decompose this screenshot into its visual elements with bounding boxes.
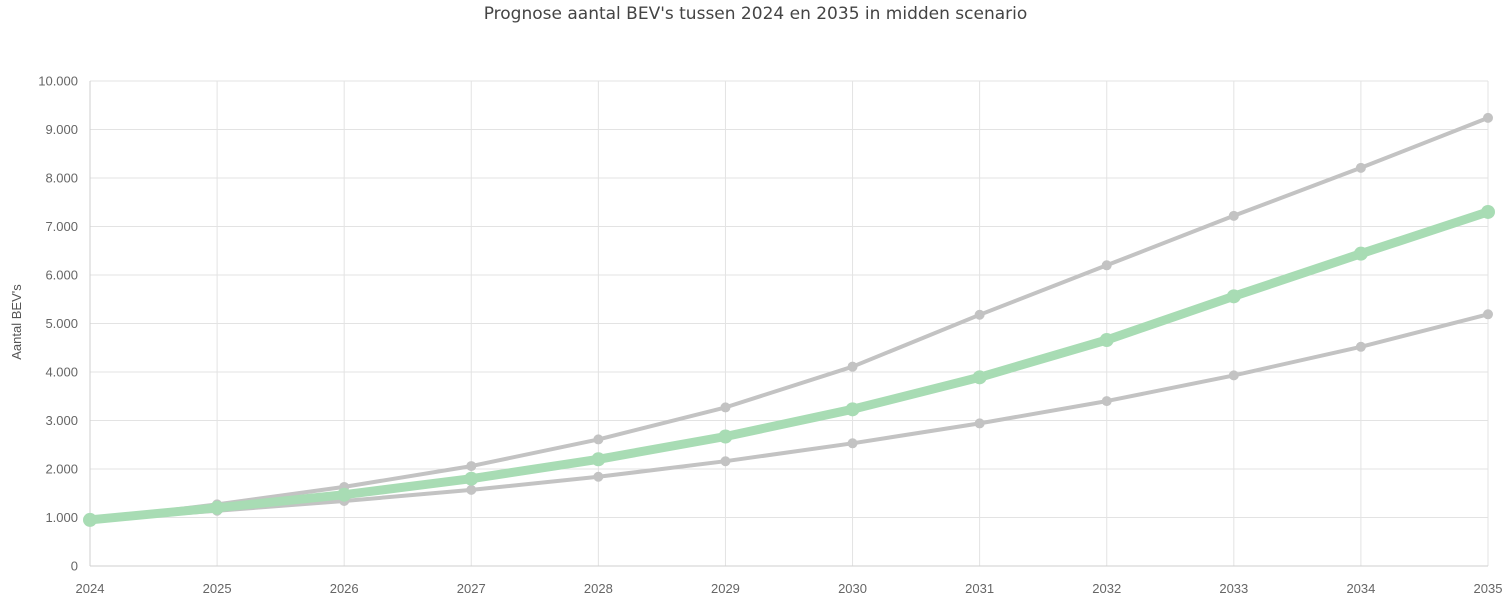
data-point-upper[interactable] [720,402,731,413]
x-tick-label: 2033 [1219,581,1248,596]
y-tick-label: 2.000 [45,462,78,477]
x-tick-label: 2031 [965,581,994,596]
x-tick-label: 2028 [584,581,613,596]
data-point-upper[interactable] [593,434,604,445]
data-point-lower[interactable] [720,456,731,467]
x-tick-label: 2034 [1346,581,1375,596]
data-point-midden[interactable] [845,402,860,417]
y-tick-label: 8.000 [45,171,78,186]
data-point-lower[interactable] [1483,309,1493,320]
y-tick-label: 5.000 [45,316,78,331]
y-axis-title: Aantal BEV's [9,284,24,360]
axis-layer: 0 1.000 2.000 3.000 4.000 5.000 6.000 7.000 8.00… [38,74,1502,597]
data-point-midden[interactable] [972,370,987,385]
x-tick-label: 2025 [203,581,232,596]
data-point-midden[interactable] [83,512,97,527]
x-tick-label: 2024 [76,581,105,596]
y-tick-label: 10.000 [38,74,78,89]
data-point-midden[interactable] [591,452,606,467]
data-point-upper[interactable] [847,361,858,372]
y-tick-label: 4.000 [45,365,78,380]
data-point-upper[interactable] [974,309,985,320]
data-point-upper[interactable] [466,461,477,472]
series-line-midden [85,207,1493,525]
data-point-midden[interactable] [1481,204,1495,219]
data-point-lower[interactable] [847,438,858,449]
x-tick-label: 2029 [711,581,740,596]
series-midden [83,204,1495,527]
series-upper [85,112,1493,525]
x-tick-label: 2027 [457,581,486,596]
data-point-midden[interactable] [210,500,225,515]
y-tick-label: 1.000 [45,510,78,525]
data-point-lower[interactable] [593,471,604,482]
data-point-upper[interactable] [1228,210,1239,221]
x-tick-label: 2026 [330,581,359,596]
data-point-midden[interactable] [337,487,352,502]
data-point-upper[interactable] [1355,162,1366,173]
x-tick-label: 2032 [1092,581,1121,596]
y-tick-label: 6.000 [45,268,78,283]
x-tick-label: 2035 [1474,581,1503,596]
y-tick-label: 0 [71,559,78,574]
x-tick-label: 2030 [838,581,867,596]
data-point-lower[interactable] [1228,370,1239,381]
data-point-midden[interactable] [464,471,479,486]
data-point-lower[interactable] [974,418,985,429]
data-point-lower[interactable] [466,484,477,495]
y-tick-label: 7.000 [45,219,78,234]
data-point-lower[interactable] [1355,341,1366,352]
data-point-midden[interactable] [1353,246,1368,261]
y-tick-label: 3.000 [45,413,78,428]
data-point-midden[interactable] [1226,289,1241,304]
series-layer [83,112,1495,527]
data-point-upper[interactable] [1101,260,1112,271]
series-line-upper [88,115,1490,522]
data-point-midden[interactable] [1099,332,1114,347]
data-point-lower[interactable] [1101,396,1112,407]
data-point-midden[interactable] [718,429,733,444]
chart-title: Prognose aantal BEV's tussen 2024 en 203… [483,4,1028,24]
y-tick-label: 9.000 [45,122,78,137]
data-point-upper[interactable] [1483,112,1493,123]
series-line-lower [88,312,1490,522]
